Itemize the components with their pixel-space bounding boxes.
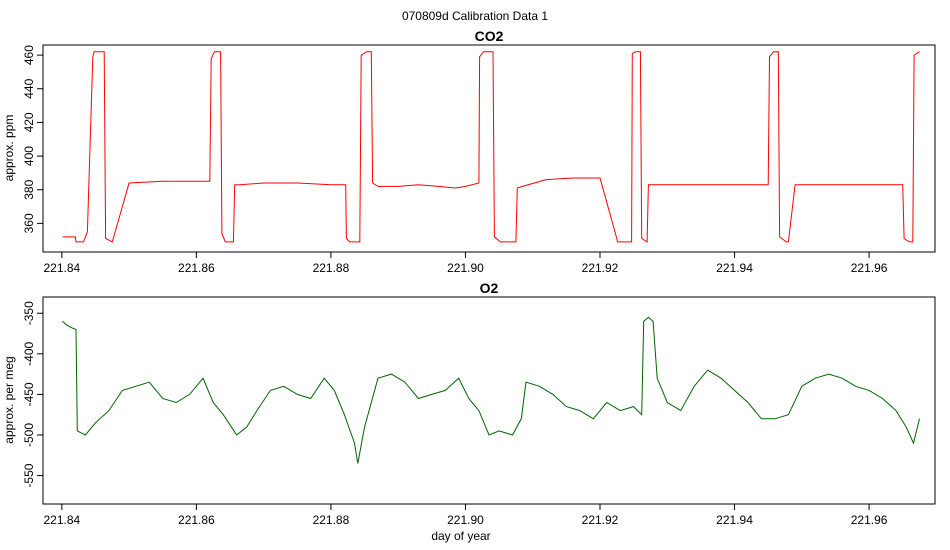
- co2-panel-title: CO2: [475, 28, 504, 44]
- co2-y-axis-label: approx. ppm: [2, 115, 16, 182]
- co2-y-tick-label: 380: [22, 179, 36, 199]
- co2-x-tick-label: 221.92: [582, 261, 619, 275]
- co2-ticks: 221.84 221.86 221.88 221.90 221.92 221.94 221.…: [22, 45, 888, 275]
- co2-y-tick-label: 440: [22, 78, 36, 98]
- co2-x-tick-label: 221.90: [447, 261, 484, 275]
- o2-panel-title: O2: [480, 280, 499, 296]
- o2-x-tick-label: 221.86: [178, 513, 215, 527]
- co2-x-tick-label: 221.86: [178, 261, 215, 275]
- o2-x-tick-label: 221.84: [43, 513, 80, 527]
- co2-y-tick-label: 460: [22, 45, 36, 65]
- o2-panel: O2 approx. per meg day of year 221.84 221…: [2, 280, 936, 543]
- o2-x-tick-label: 221.96: [851, 513, 888, 527]
- o2-x-tick-label: 221.92: [582, 513, 619, 527]
- co2-panel: CO2 approx. ppm 221.84 221.86 221.88 221.90…: [2, 28, 936, 275]
- co2-y-tick-label: 400: [22, 146, 36, 166]
- o2-data-line: [62, 316, 920, 464]
- o2-x-axis-label: day of year: [431, 529, 490, 543]
- o2-y-tick-label: -400: [22, 341, 36, 365]
- co2-plot-frame: [42, 44, 936, 253]
- co2-y-tick-label: 360: [22, 213, 36, 233]
- figure-title: 070809d Calibration Data 1: [402, 9, 548, 23]
- o2-series-line: [62, 316, 920, 464]
- co2-x-tick-label: 221.96: [851, 261, 888, 275]
- o2-x-tick-label: 221.90: [447, 513, 484, 527]
- o2-y-tick-label: -550: [22, 463, 36, 487]
- o2-y-tick-label: -450: [22, 382, 36, 406]
- co2-x-tick-label: 221.94: [716, 261, 753, 275]
- co2-data-line: [62, 51, 920, 243]
- o2-plot-frame: [42, 296, 936, 505]
- o2-y-tick-label: -500: [22, 423, 36, 447]
- co2-x-tick-label: 221.84: [43, 261, 80, 275]
- co2-x-tick-label: 221.88: [313, 261, 350, 275]
- o2-y-axis-label: approx. per meg: [2, 356, 16, 443]
- co2-y-tick-label: 420: [22, 112, 36, 132]
- o2-ticks: 221.84 221.86 221.88 221.90 221.92 221.94 221.…: [22, 301, 888, 527]
- co2-series-line: [62, 51, 920, 243]
- o2-y-tick-label: -350: [22, 301, 36, 325]
- o2-x-tick-label: 221.88: [313, 513, 350, 527]
- o2-x-tick-label: 221.94: [716, 513, 753, 527]
